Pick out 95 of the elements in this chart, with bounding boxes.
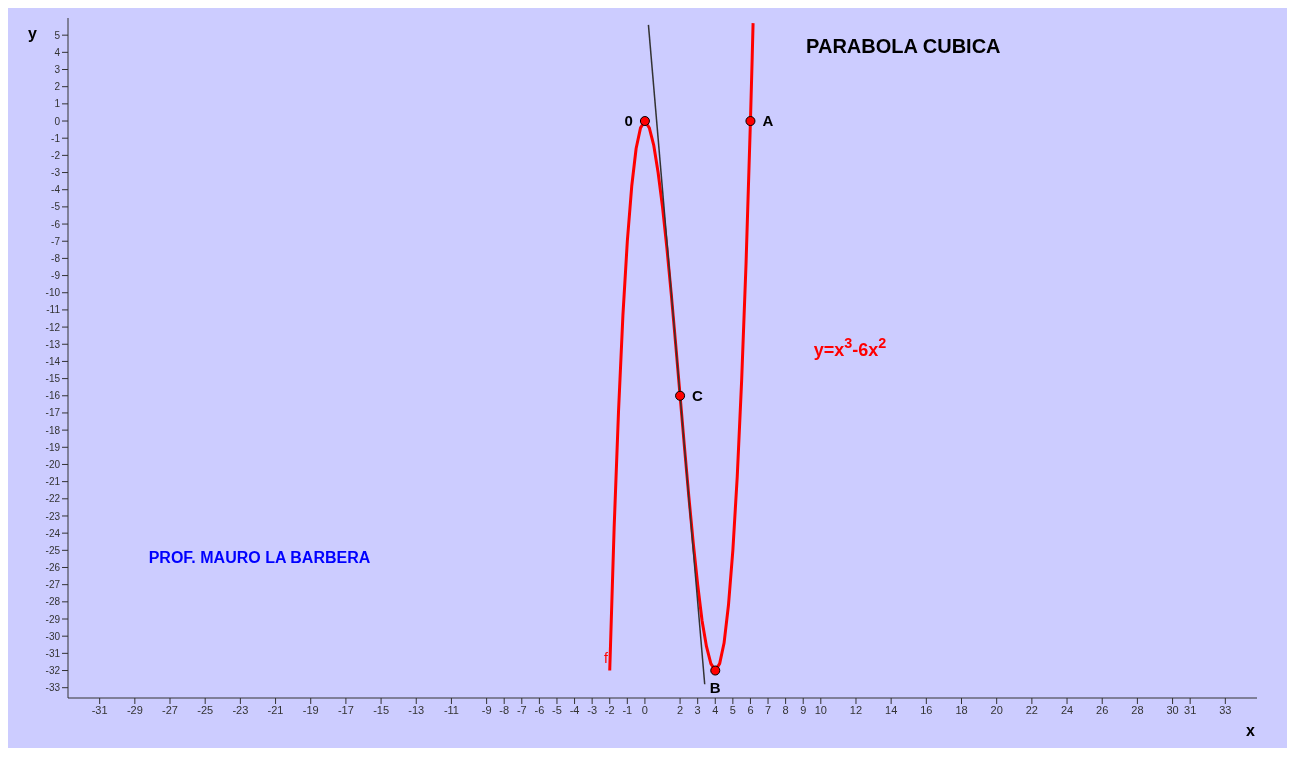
y-tick-label: -23: [45, 510, 61, 522]
y-tick-label: -14: [45, 355, 61, 367]
y-tick-label: -2: [51, 149, 61, 161]
x-tick-label: 2: [677, 703, 684, 716]
x-tick-label: 8: [782, 703, 789, 716]
x-tick-label: -27: [162, 703, 178, 716]
y-tick-label: 1: [54, 98, 61, 110]
x-tick-label: -6: [534, 703, 545, 716]
y-tick-label: -13: [45, 338, 61, 350]
annotation: 0: [624, 112, 633, 130]
x-tick-label: -4: [569, 703, 580, 716]
y-tick-label: -33: [45, 682, 61, 694]
y-tick-label: -28: [45, 596, 61, 608]
x-tick-label: -1: [622, 703, 633, 716]
x-tick-label: 24: [1060, 703, 1074, 716]
x-tick-label: -29: [126, 703, 143, 716]
point: [675, 390, 686, 401]
y-tick-label: -29: [45, 613, 61, 625]
y-tick-label: -16: [45, 390, 61, 402]
y-tick-label: 2: [54, 81, 61, 93]
x-tick-label: 6: [747, 703, 754, 716]
x-tick-label: -9: [481, 703, 492, 716]
x-tick-label: -2: [604, 703, 615, 716]
x-tick-label: 22: [1025, 703, 1038, 716]
point: [639, 116, 650, 127]
x-tick-label: 0: [641, 703, 648, 716]
y-tick-label: -26: [45, 562, 61, 574]
annotation: A: [762, 112, 774, 130]
y-tick-label: 4: [54, 46, 61, 58]
y-tick-label: -10: [45, 287, 61, 299]
y-tick-label: -11: [46, 304, 61, 316]
y-tick-label: -6: [51, 218, 61, 230]
x-tick-label: -5: [552, 703, 562, 716]
y-tick-label: -7: [51, 235, 61, 247]
y-tick-label: -22: [45, 493, 61, 505]
annotation: y=x$^{3}$-6x$^{2}$: [813, 334, 887, 360]
x-tick-label: -11: [443, 703, 459, 716]
y-tick-label: -8: [51, 252, 61, 264]
y-tick-label: -21: [45, 476, 61, 488]
point: [745, 116, 756, 127]
x-tick-label: 33: [1219, 703, 1232, 716]
y-tick-label: -5: [51, 201, 61, 213]
x-tick-label: 7: [764, 703, 772, 716]
y-tick-label: -19: [45, 441, 61, 453]
point: [710, 665, 721, 676]
x-tick-label: 10: [814, 703, 827, 716]
y-tick-label: -25: [45, 544, 61, 556]
annotation: PROF. MAURO LA BARBERA: [148, 549, 371, 566]
annotation: B: [709, 679, 721, 697]
y-tick-label: -18: [45, 424, 61, 436]
y-tick-label: -17: [45, 407, 61, 419]
x-tick-label: -7: [516, 703, 527, 716]
y-tick-label: -27: [45, 579, 61, 591]
x-tick-label: -21: [267, 703, 284, 716]
x-tick-label: 16: [920, 703, 933, 716]
x-tick-label: 30: [1166, 703, 1179, 716]
x-tick-label: 5: [729, 703, 736, 716]
x-tick-label: -25: [197, 703, 214, 716]
x-tick-label: -8: [499, 703, 510, 716]
x-tick-label: 26: [1096, 703, 1109, 716]
x-axis-title: x: [1246, 722, 1256, 739]
x-tick-label: 9: [800, 703, 807, 716]
y-tick-label: -9: [51, 270, 61, 282]
y-tick-label: -3: [51, 167, 61, 179]
x-tick-label: -13: [408, 703, 425, 716]
y-tick-label: 0: [54, 115, 61, 127]
annotation: f: [604, 649, 609, 666]
y-tick-label: -4: [51, 184, 61, 196]
x-tick-label: 31: [1184, 703, 1197, 716]
y-tick-label: -24: [45, 527, 61, 539]
x-tick-label: -15: [373, 703, 390, 716]
y-tick-label: 5: [54, 29, 61, 41]
x-tick-label: -31: [91, 703, 108, 716]
x-tick-label: 18: [955, 703, 968, 716]
y-tick-label: -12: [45, 321, 61, 333]
y-tick-label: -30: [45, 630, 61, 642]
y-tick-label: -1: [51, 132, 61, 144]
x-tick-label: 4: [712, 703, 719, 716]
y-tick-label: -20: [45, 459, 61, 471]
x-tick-label: -17: [337, 703, 354, 716]
x-tick-label: 14: [885, 703, 898, 716]
text: PARABOLA CUBICA: [806, 35, 1001, 57]
y-tick-label: -15: [45, 373, 61, 385]
x-tick-label: 3: [694, 703, 701, 716]
y-axis-title: y: [28, 25, 37, 43]
y-tick-label: -31: [45, 647, 61, 659]
y-tick-label: -32: [45, 665, 61, 677]
x-tick-label: -3: [587, 703, 598, 716]
x-tick-label: 20: [990, 703, 1003, 716]
x-tick-label: -19: [302, 703, 319, 716]
x-tick-label: -23: [232, 703, 249, 716]
annotation: C: [692, 387, 704, 405]
x-tick-label: 12: [849, 703, 863, 716]
y-tick-label: 3: [54, 64, 61, 76]
x-tick-label: 28: [1131, 703, 1144, 716]
